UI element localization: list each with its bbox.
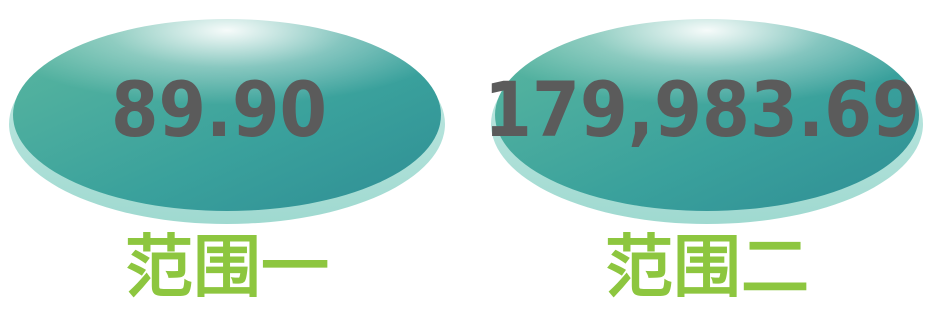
value: 179,983.69: [484, 65, 920, 154]
label: 范围二: [605, 229, 809, 308]
page: 89.90 范围一 179,983.69 范围二 (() => { const …: [0, 0, 936, 312]
badge: 179,983.69 范围二: [484, 18, 923, 308]
value: 89.90: [111, 65, 327, 154]
badge: 89.90 范围一: [9, 18, 445, 308]
infographic: 89.90 范围一 179,983.69 范围二: [0, 0, 936, 312]
label: 范围一: [125, 229, 329, 308]
